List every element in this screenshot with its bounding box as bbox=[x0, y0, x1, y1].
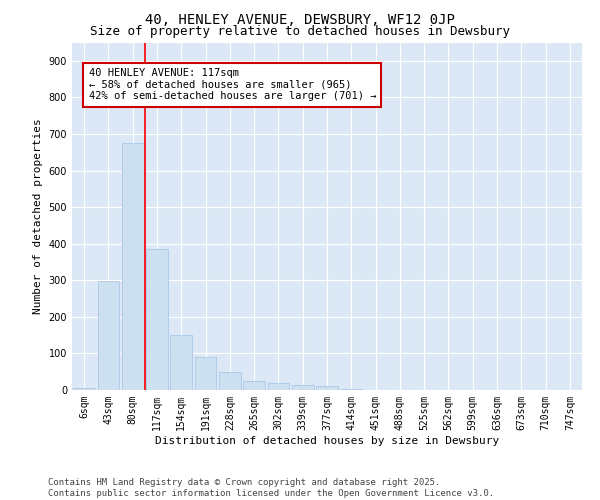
Bar bbox=[170, 335, 192, 390]
X-axis label: Distribution of detached houses by size in Dewsbury: Distribution of detached houses by size … bbox=[155, 436, 499, 446]
Text: 40, HENLEY AVENUE, DEWSBURY, WF12 0JP: 40, HENLEY AVENUE, DEWSBURY, WF12 0JP bbox=[145, 12, 455, 26]
Bar bbox=[268, 382, 289, 390]
Y-axis label: Number of detached properties: Number of detached properties bbox=[33, 118, 43, 314]
Bar bbox=[316, 386, 338, 390]
Bar bbox=[97, 281, 119, 390]
Bar bbox=[194, 357, 217, 390]
Bar bbox=[146, 249, 168, 390]
Text: 40 HENLEY AVENUE: 117sqm
← 58% of detached houses are smaller (965)
42% of semi-: 40 HENLEY AVENUE: 117sqm ← 58% of detach… bbox=[89, 68, 376, 102]
Text: Contains HM Land Registry data © Crown copyright and database right 2025.
Contai: Contains HM Land Registry data © Crown c… bbox=[48, 478, 494, 498]
Text: Size of property relative to detached houses in Dewsbury: Size of property relative to detached ho… bbox=[90, 25, 510, 38]
Bar bbox=[73, 388, 95, 390]
Bar bbox=[292, 384, 314, 390]
Bar bbox=[243, 381, 265, 390]
Bar bbox=[122, 143, 143, 390]
Bar bbox=[219, 372, 241, 390]
